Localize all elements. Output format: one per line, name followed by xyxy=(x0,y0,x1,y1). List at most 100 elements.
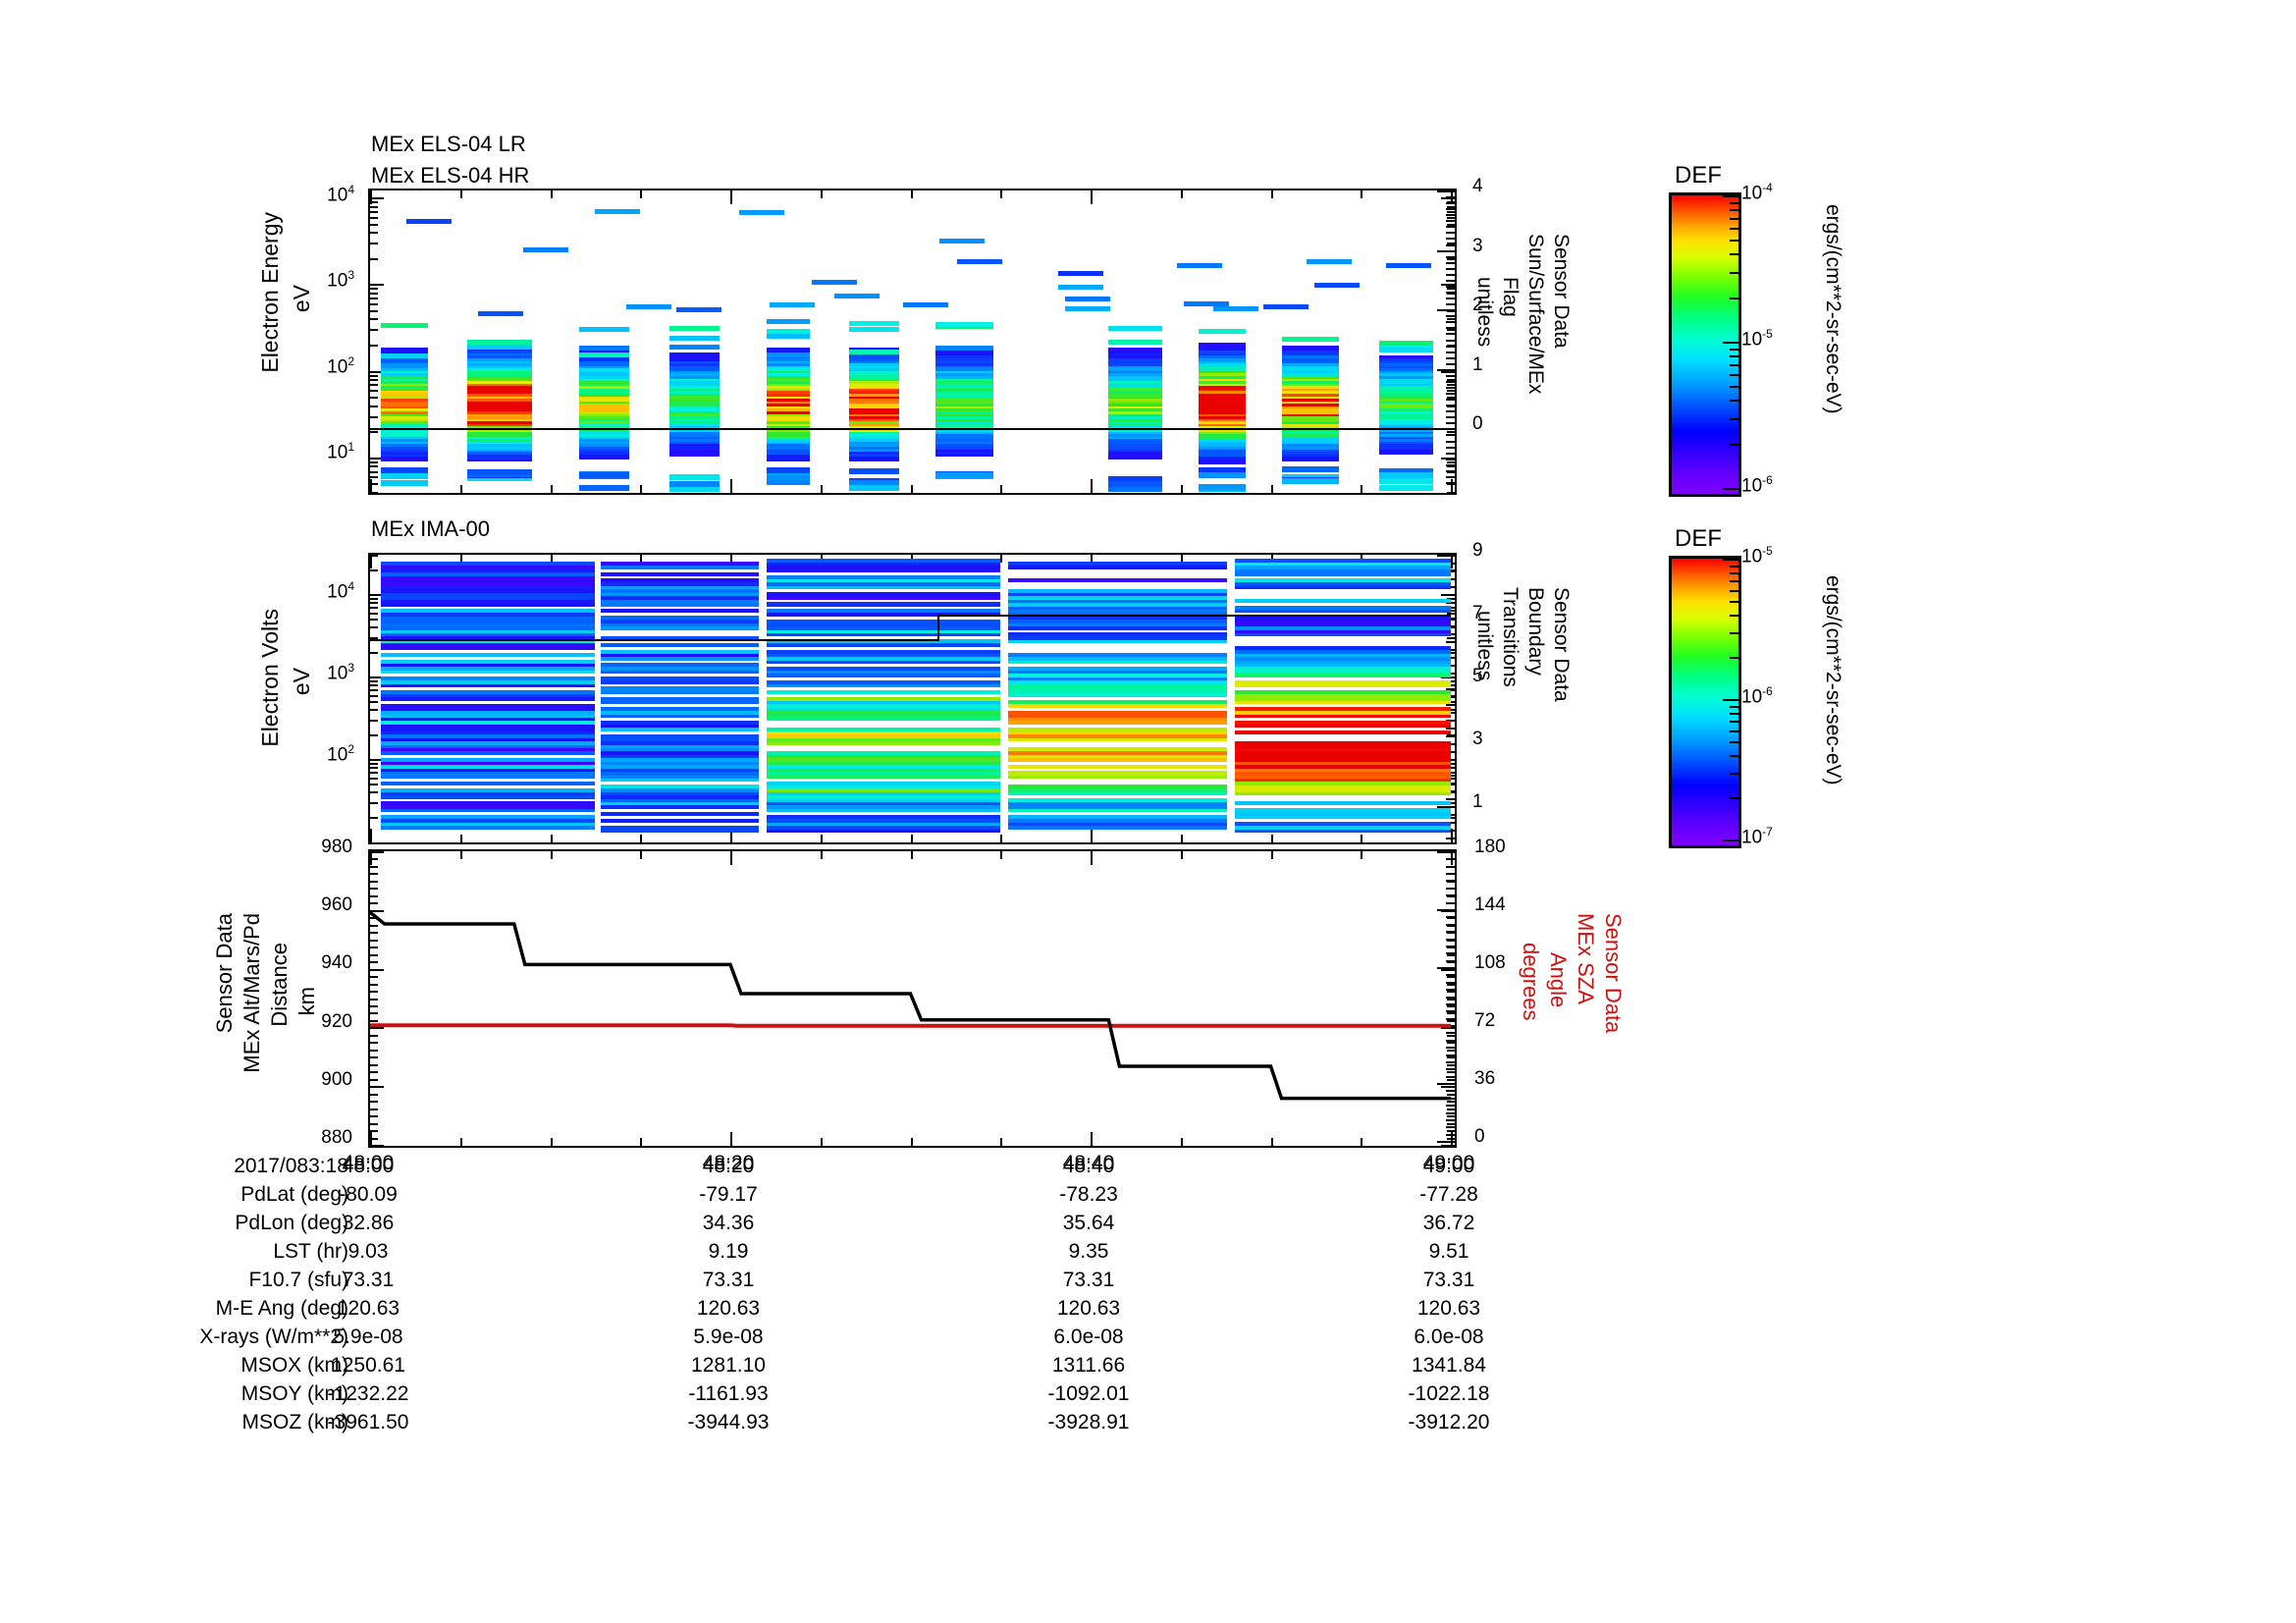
spectrogram-cell xyxy=(1199,412,1246,417)
axis-tick-minor xyxy=(370,902,378,904)
spectrogram-cell xyxy=(381,794,596,799)
spectrogram-cell xyxy=(849,349,900,354)
spectrogram-cell xyxy=(381,625,596,630)
spectrogram-cell xyxy=(381,390,428,394)
raxis-tick-minor xyxy=(1446,256,1455,258)
spectrogram-cell xyxy=(578,410,630,414)
spectrogram-cell xyxy=(600,768,760,773)
spectrogram-cell xyxy=(600,737,760,742)
axis-tick-minor xyxy=(1447,925,1455,927)
axis-tick-major xyxy=(1441,1145,1455,1146)
spectrogram-cell xyxy=(766,815,1001,820)
axis-tick-x-major xyxy=(1091,555,1093,568)
spectrogram-cell xyxy=(600,696,760,701)
axis-tick-x-minor xyxy=(460,835,462,842)
spectrogram-cell xyxy=(1007,689,1228,694)
spectrogram-cell xyxy=(1007,737,1228,742)
spectrogram-cell xyxy=(467,357,533,361)
panel-altitude-sza[interactable] xyxy=(368,849,1457,1148)
raxis-tick-minor xyxy=(1446,1119,1455,1121)
panel-electron-energy-spectrogram[interactable] xyxy=(368,189,1457,495)
table-cell: 73.31 xyxy=(342,1269,395,1291)
spectrogram-cell xyxy=(935,451,993,455)
spectrogram-cell xyxy=(381,588,596,593)
spectrogram-cell xyxy=(1007,666,1228,671)
spectrogram-cell xyxy=(600,707,760,712)
spectrogram-cell xyxy=(578,438,630,442)
colorbar-ima xyxy=(1669,556,1741,848)
axis-tick-x-minor xyxy=(551,190,553,198)
spectrogram-cell xyxy=(1199,459,1246,462)
panel-ima-yaxis-label: Electron Volts xyxy=(257,609,283,747)
colorbar-tick-minor xyxy=(1730,202,1738,204)
spectrogram-cell xyxy=(1199,430,1246,435)
spectrogram-cell xyxy=(668,357,720,361)
spectrogram-cell xyxy=(1007,656,1228,661)
spectrogram-cell xyxy=(1234,679,1451,684)
spectrogram-cell xyxy=(1234,700,1451,705)
axis-tick-x-major xyxy=(1451,1132,1453,1146)
spectrogram-cell xyxy=(935,433,993,437)
spectrogram-cell xyxy=(381,592,596,597)
axis-tick-minor xyxy=(1447,397,1455,399)
spectrogram-cell xyxy=(668,415,720,419)
spectrogram-cell xyxy=(1378,347,1433,352)
axis-tick-minor xyxy=(1447,932,1455,934)
axis-tick-minor xyxy=(370,984,378,986)
spectrogram-cell xyxy=(625,304,671,310)
axis-tick-minor xyxy=(1447,1056,1455,1058)
spectrogram-cell xyxy=(1234,666,1451,671)
axis-tick-label: 1 xyxy=(1472,353,1483,375)
spectrogram-cell xyxy=(668,486,720,493)
axis-tick-label: 960 xyxy=(321,894,352,916)
table-cell: 48:00 xyxy=(342,1155,395,1177)
spectrogram-cell xyxy=(467,441,533,445)
spectrogram-cell xyxy=(381,357,428,361)
spectrogram-cell xyxy=(811,279,857,285)
spectrogram-cell xyxy=(1199,393,1246,397)
axis-tick-minor xyxy=(1447,406,1455,407)
axis-tick-label: 5 xyxy=(1472,666,1483,686)
spectrogram-cell xyxy=(1199,410,1246,414)
spectrogram-cell xyxy=(935,346,993,352)
spectrogram-cell xyxy=(1234,714,1451,719)
axis-tick-minor xyxy=(370,397,378,399)
spectrogram-cell xyxy=(1108,390,1163,394)
spectrogram-cell xyxy=(381,420,428,424)
spectrogram-cell xyxy=(467,360,533,364)
spectrogram-cell xyxy=(766,448,810,453)
table-cell: 5.9e-08 xyxy=(693,1325,764,1348)
raxis-tick-minor xyxy=(1446,931,1455,933)
table-cell: -79.17 xyxy=(699,1183,758,1206)
spectrogram-cell xyxy=(1108,446,1163,450)
axis-tick-label: 0 xyxy=(1474,1126,1485,1147)
spectrogram-cell xyxy=(1378,357,1433,361)
spectrogram-cell xyxy=(668,367,720,371)
spectrogram-cell xyxy=(600,743,760,748)
raxis-tick-minor xyxy=(1446,387,1455,389)
spectrogram-cell xyxy=(668,354,720,359)
spectrogram-cell xyxy=(849,410,900,414)
spectrogram-cell xyxy=(1199,436,1246,440)
axis-tick-minor xyxy=(1447,206,1455,208)
spectrogram-cell xyxy=(600,700,760,705)
axis-tick-label: 104 xyxy=(327,182,354,206)
spectrogram-cell xyxy=(766,639,1001,644)
axis-tick-minor xyxy=(1447,999,1455,1001)
axis-tick-minor xyxy=(370,961,378,963)
axis-tick-x-major xyxy=(1451,555,1453,568)
spectrogram-cell xyxy=(1234,646,1451,651)
colorbar-tick-minor xyxy=(1730,572,1738,574)
axis-tick-label: 104 xyxy=(327,578,354,602)
table-cell: -1092.01 xyxy=(1047,1382,1130,1405)
axis-tick-minor xyxy=(370,258,378,260)
boundary-transition-line xyxy=(937,615,939,641)
colorbar-tick-minor xyxy=(1730,228,1738,230)
panel-electron-volts-spectrogram[interactable] xyxy=(368,553,1457,844)
spectrogram-cell xyxy=(467,362,533,366)
axis-tick-x-minor xyxy=(1271,1138,1273,1146)
spectrogram-cell xyxy=(381,459,428,462)
axis-tick-minor xyxy=(370,619,378,621)
spectrogram-cell xyxy=(1007,804,1228,809)
axis-tick-minor xyxy=(1447,947,1455,948)
